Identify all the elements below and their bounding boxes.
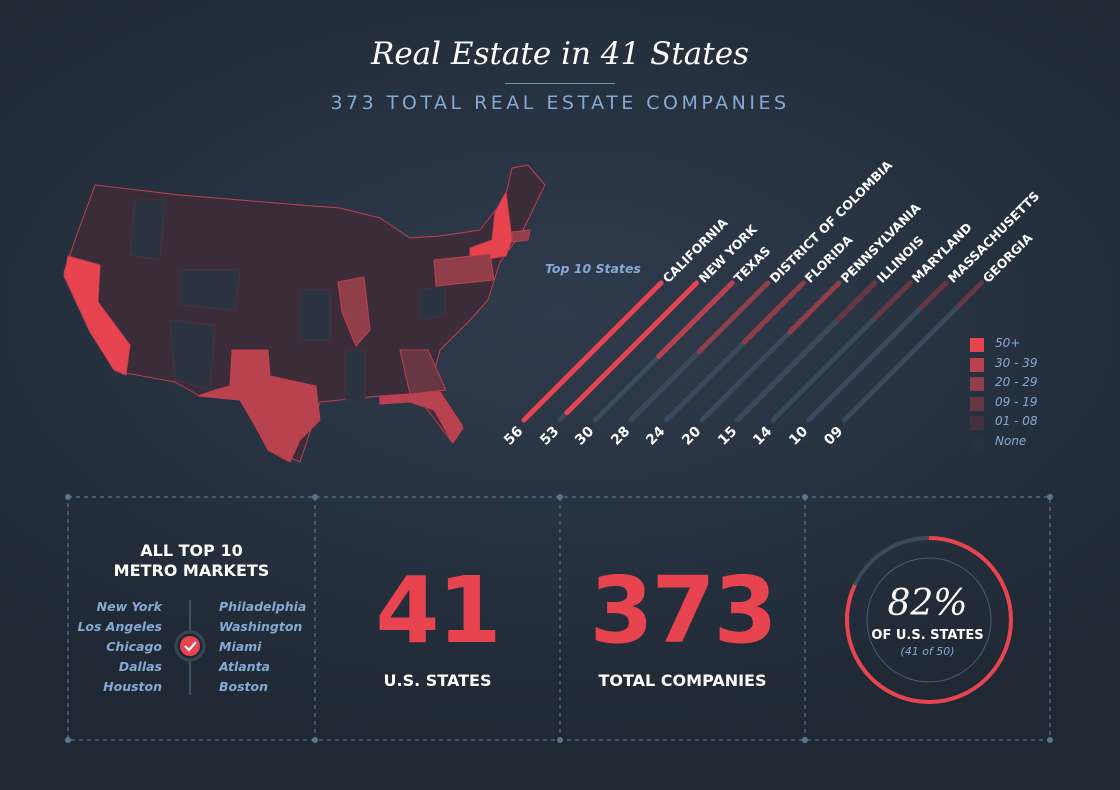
legend-label: 30 - 39 <box>995 355 1038 370</box>
percent-value: 82% <box>887 583 968 624</box>
metro-item: Houston <box>103 679 162 694</box>
page-subtitle: 373 TOTAL REAL ESTATE COMPANIES <box>330 92 790 114</box>
metro-item: Boston <box>219 679 269 694</box>
bar-new-york <box>564 280 700 416</box>
metro-item: Atlanta <box>219 659 270 674</box>
state-texas <box>197 349 321 463</box>
percent-sub: (41 of 50) <box>900 645 955 658</box>
metro-title-1: ALL TOP 10 <box>140 541 243 560</box>
companies-value: 373 <box>589 557 777 664</box>
chart-title: Top 10 States <box>545 261 641 276</box>
legend-label: 20 - 29 <box>995 375 1038 390</box>
bar-district-of-colombia <box>696 280 771 354</box>
legend-label: 50+ <box>995 336 1021 350</box>
states-panel: 41 U.S. STATES <box>315 497 560 740</box>
bar-illinois <box>835 280 878 323</box>
legend-swatch <box>970 436 984 450</box>
state-california <box>63 255 131 376</box>
legend-swatch <box>970 357 984 372</box>
legend-swatch <box>970 416 984 431</box>
bar-florida <box>742 280 806 345</box>
legend-label: None <box>995 434 1027 448</box>
companies-panel: 373 TOTAL COMPANIES <box>560 497 805 740</box>
metro-item: Miami <box>219 639 262 654</box>
bar-maryland <box>873 280 913 320</box>
companies-label: TOTAL COMPANIES <box>598 671 767 690</box>
state-florida <box>379 391 464 444</box>
metro-markets-panel: ALL TOP 10 METRO MARKETS <box>68 497 315 740</box>
ring-inner <box>866 557 992 683</box>
title-divider <box>505 83 615 84</box>
states-value: 41 <box>375 557 501 664</box>
legend-label: 09 - 19 <box>995 394 1038 409</box>
bar-massachusetts <box>918 280 949 310</box>
state-illinois <box>337 276 371 347</box>
bar-georgia <box>956 280 984 308</box>
legend-swatch <box>970 338 984 352</box>
metro-item: New York <box>96 599 162 614</box>
percent-label: OF U.S. STATES <box>871 628 984 643</box>
page-title: Real Estate in 41 States <box>371 36 749 72</box>
metro-item: Washington <box>219 619 303 634</box>
bar-pennsylvania <box>787 280 842 335</box>
states-label: U.S. STATES <box>383 671 492 690</box>
ring-progress <box>845 536 1013 704</box>
bar-california <box>521 280 664 423</box>
state-georgia <box>399 349 447 395</box>
metro-item: Los Angeles <box>77 619 162 634</box>
legend-swatch <box>970 396 984 411</box>
bar-texas <box>656 280 735 359</box>
metro-item: Dallas <box>118 659 162 674</box>
state-massachusetts <box>511 229 531 243</box>
metro-title-2: METRO MARKETS <box>113 561 270 580</box>
legend-label: 01 - 08 <box>995 414 1038 429</box>
legend-swatch <box>970 377 984 392</box>
state-pennsylvania <box>433 253 495 287</box>
bar-chart <box>521 280 984 423</box>
metro-item: Philadelphia <box>219 599 307 614</box>
metro-item: Chicago <box>106 639 162 654</box>
percent-ring <box>845 536 1013 704</box>
percent-panel: 82% OF U.S. STATES (41 of 50) <box>805 497 1050 740</box>
